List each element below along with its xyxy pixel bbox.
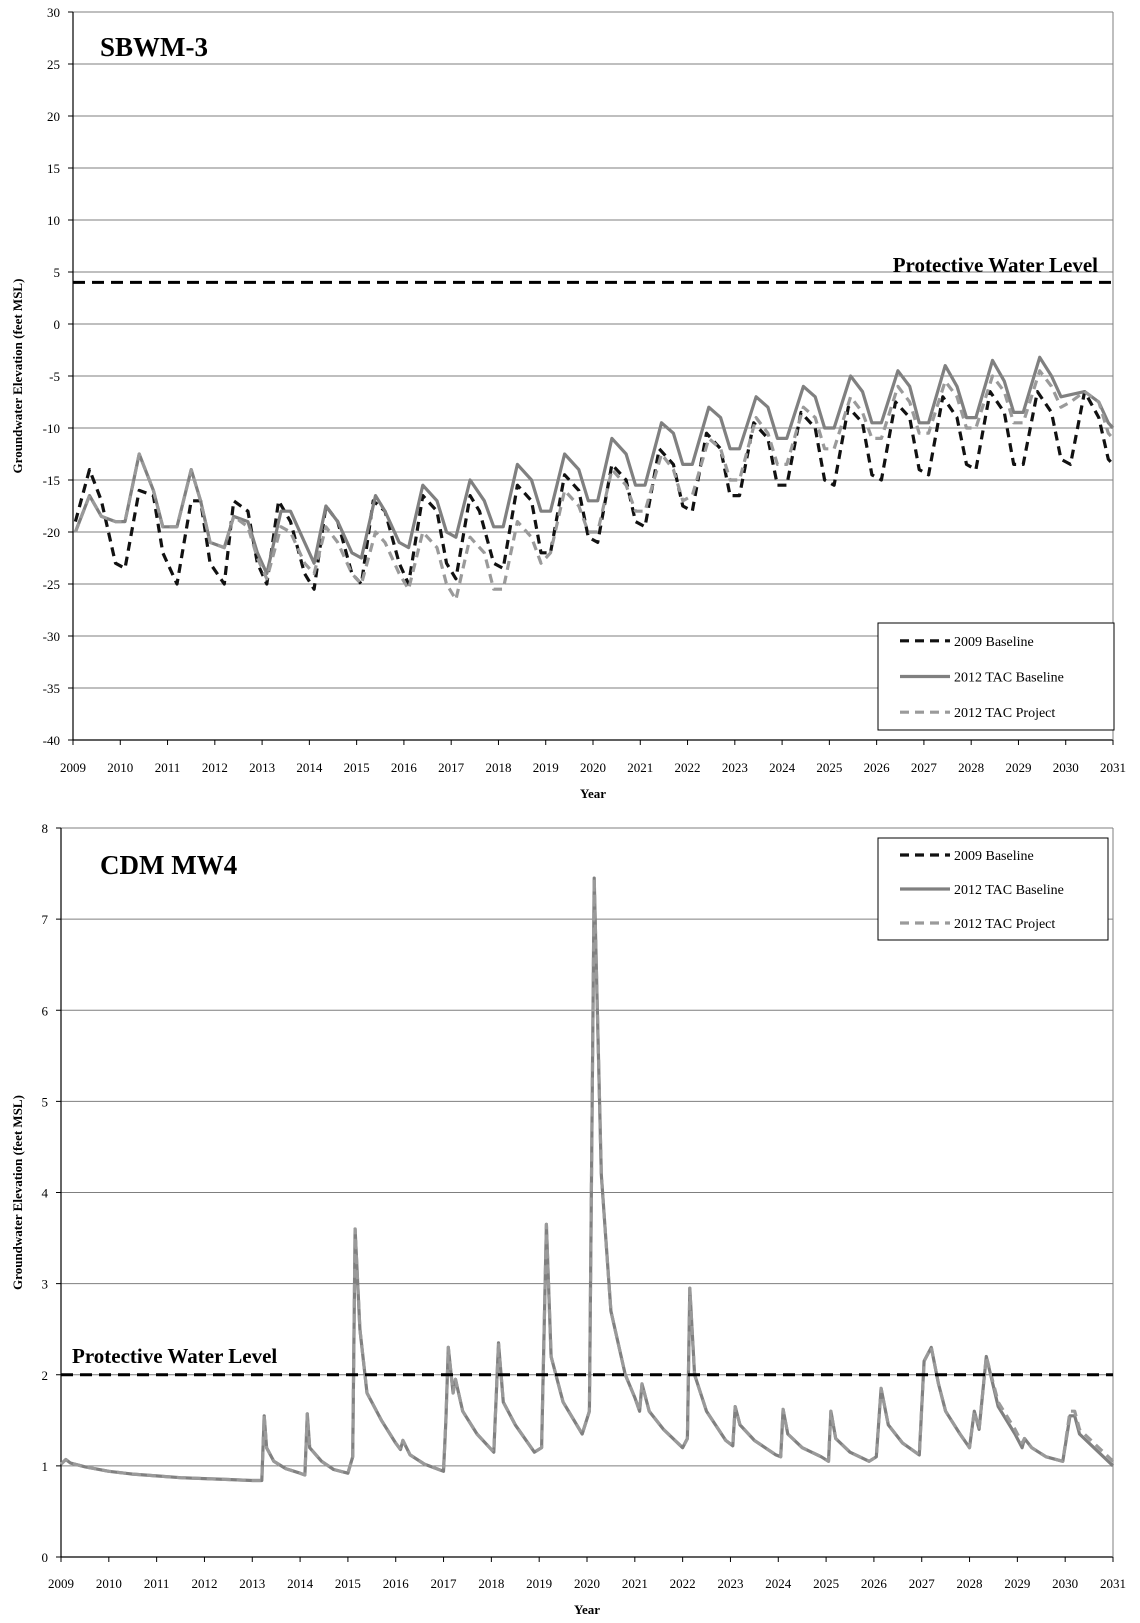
x-tick-label: 2030 [1052,1576,1078,1591]
x-tick-label: 2017 [431,1576,458,1591]
x-tick-label: 2009 [60,760,86,775]
x-tick-label: 2011 [155,760,181,775]
x-tick-label: 2029 [1005,760,1031,775]
x-tick-label: 2012 [191,1576,217,1591]
x-tick-label: 2025 [813,1576,839,1591]
protective-water-level-label: Protective Water Level [893,253,1098,277]
y-tick-label: 5 [42,1094,49,1109]
y-tick-label: 25 [47,57,60,72]
y-tick-label: 0 [54,317,61,332]
x-axis-title: Year [580,786,606,801]
y-tick-label: 2 [42,1368,49,1383]
y-tick-label: 10 [47,213,60,228]
x-tick-label: 2029 [1004,1576,1030,1591]
y-tick-label: 5 [54,265,61,280]
x-tick-label: 2017 [438,760,465,775]
chart-2: 8 7 6 5 4 3 2 1 0 2009 2010 2011 2012 2013 2014 2015 201… [10,821,1126,1617]
y-axis-title: Groundwater Elevation (feet MSL) [10,1095,25,1290]
x-tick-label: 2010 [107,760,133,775]
series-line-2 [73,355,1115,576]
y-tick-label: 6 [42,1003,49,1018]
legend-label-1: 2009 Baseline [954,635,1034,650]
y-tick-label: 20 [47,109,60,124]
y-tick-label: 8 [42,821,49,836]
x-tick-label: 2022 [675,760,701,775]
chart-title: SBWM-3 [100,32,208,62]
y-tick-label: 0 [42,1550,49,1565]
y-tick-label: 30 [47,5,60,20]
legend: 2009 Baseline 2012 TAC Baseline 2012 TAC P… [877,622,1115,731]
legend-label-3: 2012 TAC Project [954,706,1055,721]
y-tick-label: -20 [43,525,60,540]
legend: 2009 Baseline 2012 TAC Baseline 2012 TAC P… [877,837,1109,941]
y-tick-label: -15 [43,473,60,488]
x-tick-label: 2025 [816,760,842,775]
x-tick-label: 2028 [958,760,984,775]
x-tick-label: 2010 [96,1576,122,1591]
x-tick-label: 2026 [864,760,891,775]
y-tick-label: 4 [42,1186,49,1201]
series-line-3 [73,369,1115,602]
x-tick-label: 2026 [861,1576,888,1591]
y-tick-label: 7 [42,912,49,927]
x-tick-label: 2011 [144,1576,170,1591]
x-tick-label: 2024 [769,760,796,775]
x-tick-label: 2030 [1053,760,1079,775]
x-tick-label: 2018 [485,760,511,775]
x-tick-label: 2021 [622,1576,648,1591]
y-tick-label: -40 [43,733,60,748]
x-tick-label: 2014 [287,1576,314,1591]
y-tick-label: -5 [49,369,60,384]
y-tick-label: -10 [43,421,60,436]
y-tick-label: -30 [43,629,60,644]
y-axis-title: Groundwater Elevation (feet MSL) [10,279,25,474]
series-line-1 [73,390,1115,591]
x-tick-label: 2009 [48,1576,74,1591]
x-tick-label: 2019 [533,760,559,775]
x-tick-label: 2028 [957,1576,983,1591]
legend-label-2: 2012 TAC Baseline [954,883,1064,898]
x-tick-label: 2014 [296,760,323,775]
x-tick-label: 2027 [909,1576,936,1591]
x-tick-label: 2024 [765,1576,792,1591]
x-tick-label: 2012 [202,760,228,775]
x-tick-label: 2031 [1100,1576,1126,1591]
x-tick-label: 2013 [239,1576,265,1591]
x-tick-label: 2023 [722,760,748,775]
x-tick-label: 2023 [717,1576,743,1591]
protective-water-level-label: Protective Water Level [72,1344,277,1368]
x-tick-label: 2022 [670,1576,696,1591]
legend-label-1: 2009 Baseline [954,849,1034,864]
legend-label-3: 2012 TAC Project [954,917,1055,932]
y-tick-label: -35 [43,681,60,696]
y-tick-label: -25 [43,577,60,592]
x-tick-label: 2020 [580,760,606,775]
x-tick-label: 2019 [526,1576,552,1591]
x-tick-label: 2016 [383,1576,410,1591]
chart-title: CDM MW4 [100,850,237,880]
x-tick-label: 2013 [249,760,275,775]
y-tick-label: 3 [42,1277,49,1292]
x-tick-label: 2020 [574,1576,600,1591]
x-axis-title: Year [574,1602,600,1617]
series-line-2 [59,876,1115,1483]
y-tick-label: 1 [42,1459,49,1474]
x-tick-label: 2027 [911,760,938,775]
x-tick-label: 2015 [335,1576,361,1591]
x-tick-label: 2018 [478,1576,504,1591]
legend-label-2: 2012 TAC Baseline [954,671,1064,686]
x-tick-label: 2031 [1100,760,1126,775]
y-tick-label: 15 [47,161,60,176]
series-line-3 [59,876,1115,1483]
x-tick-label: 2016 [391,760,418,775]
x-tick-label: 2015 [344,760,370,775]
x-tick-label: 2021 [627,760,653,775]
